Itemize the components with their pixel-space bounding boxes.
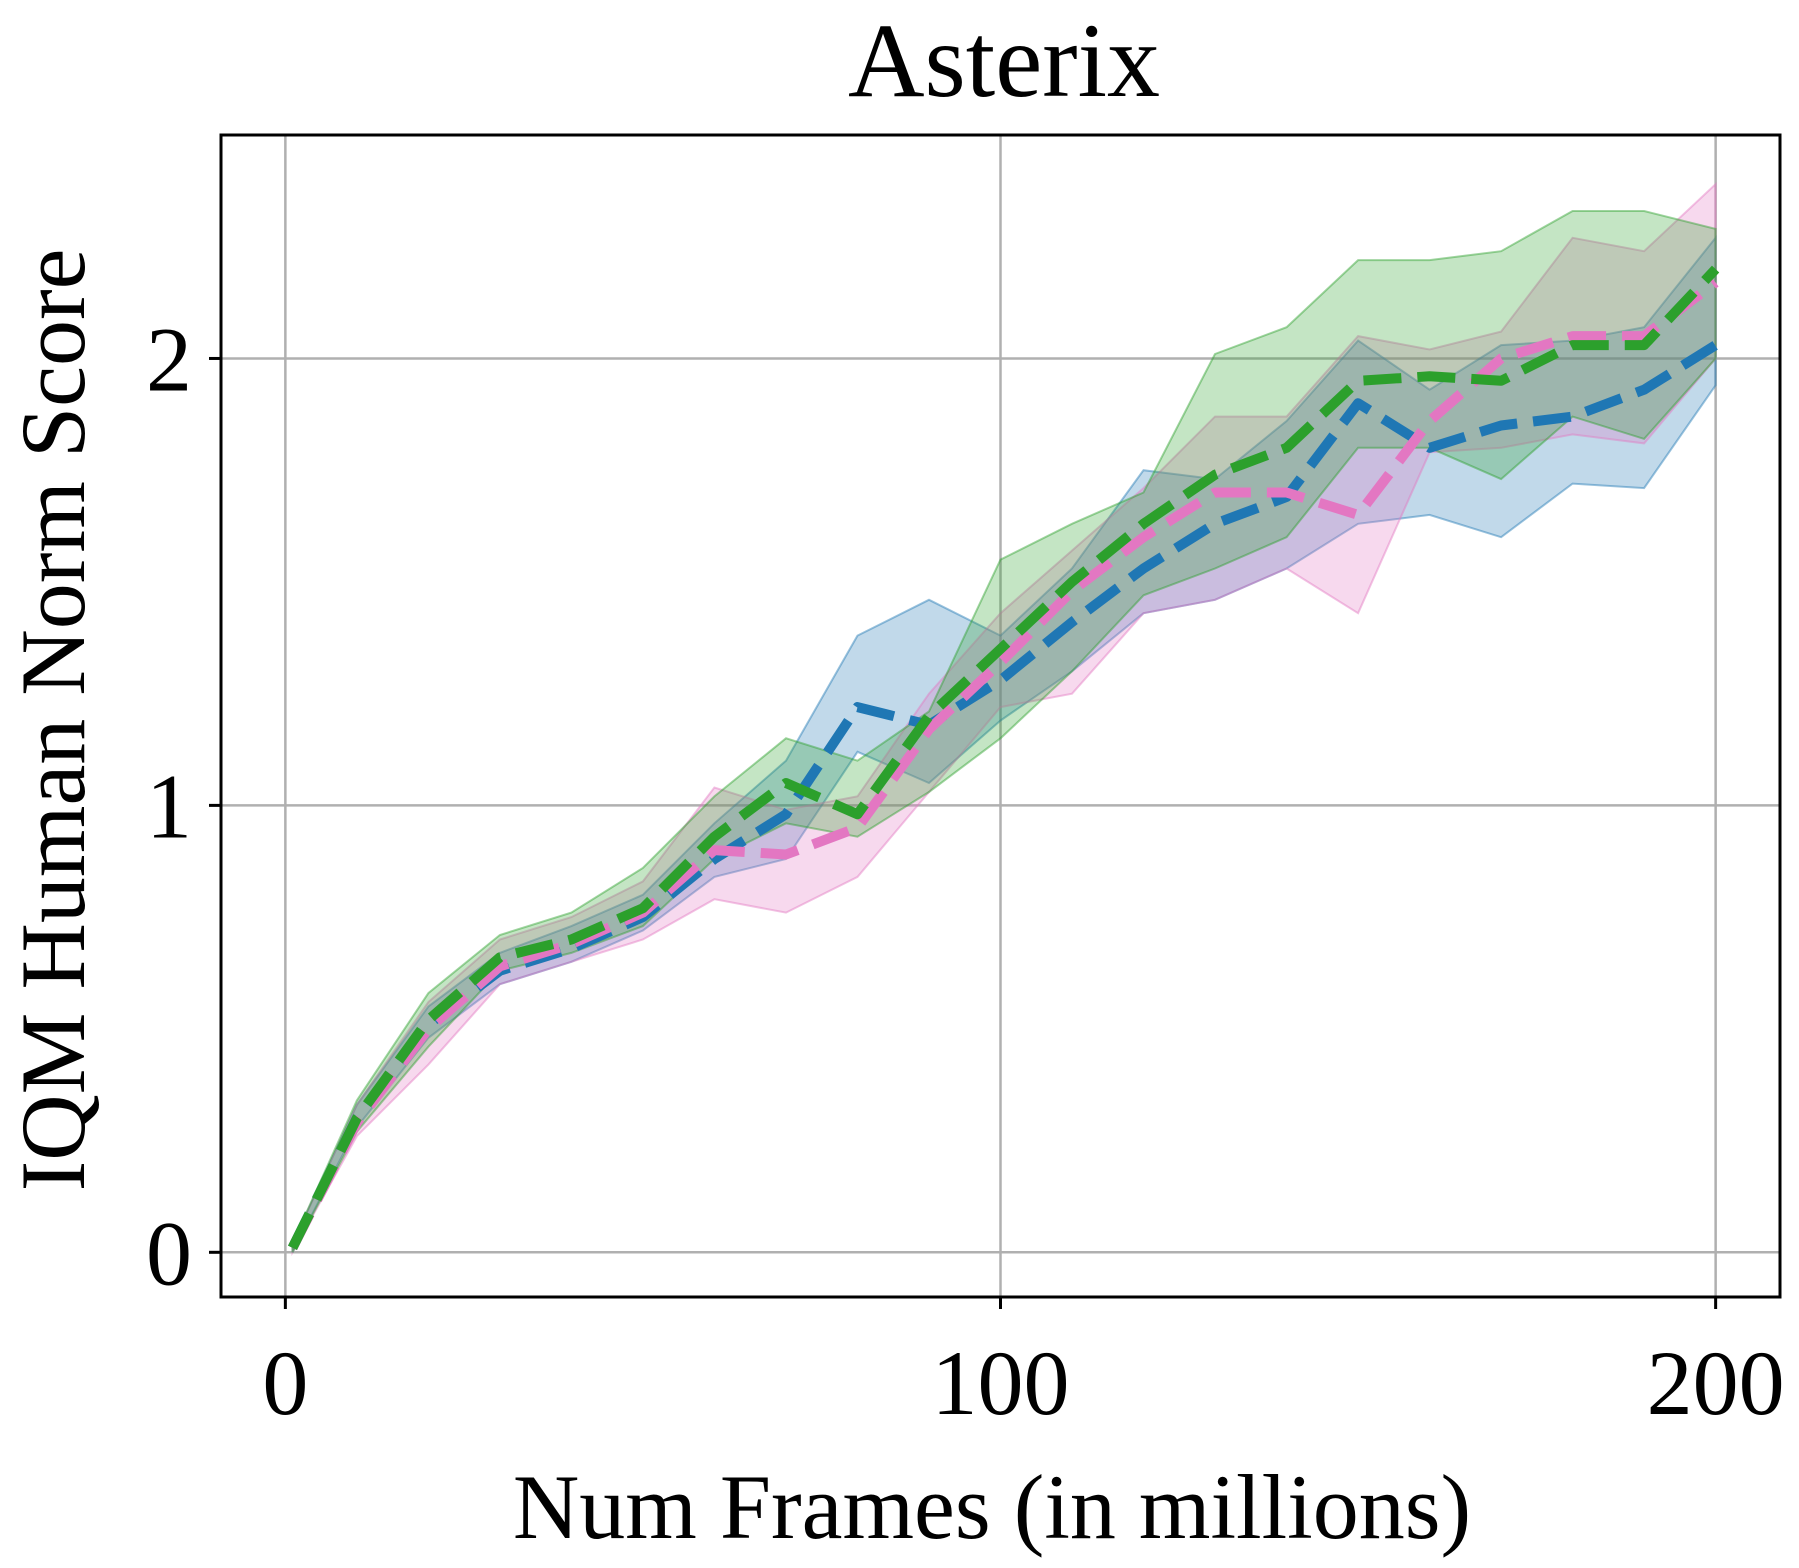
y-axis-label: IQM Human Norm Score xyxy=(2,249,104,1192)
confidence-bands xyxy=(291,181,1717,1257)
x-tick-label: 200 xyxy=(1647,1332,1785,1434)
series-1-band xyxy=(291,234,1717,1253)
series-3-line xyxy=(288,265,1720,1251)
y-tick-label: 0 xyxy=(146,1202,192,1304)
y-tick-label: 1 xyxy=(146,755,192,857)
chart-title: Asterix xyxy=(848,2,1160,119)
plot-area-frame xyxy=(219,133,1782,1299)
series-lines xyxy=(288,265,1720,1251)
series-3-band xyxy=(291,210,1717,1253)
x-tick-label: 0 xyxy=(262,1332,308,1434)
y-tick-label: 2 xyxy=(146,308,192,410)
x-tick-label: 100 xyxy=(932,1332,1070,1434)
axis-ticks: 0 100 200 0 1 2 xyxy=(146,308,1785,1434)
grid xyxy=(221,135,1780,1297)
x-axis-label: Num Frames (in millions) xyxy=(513,1456,1471,1558)
